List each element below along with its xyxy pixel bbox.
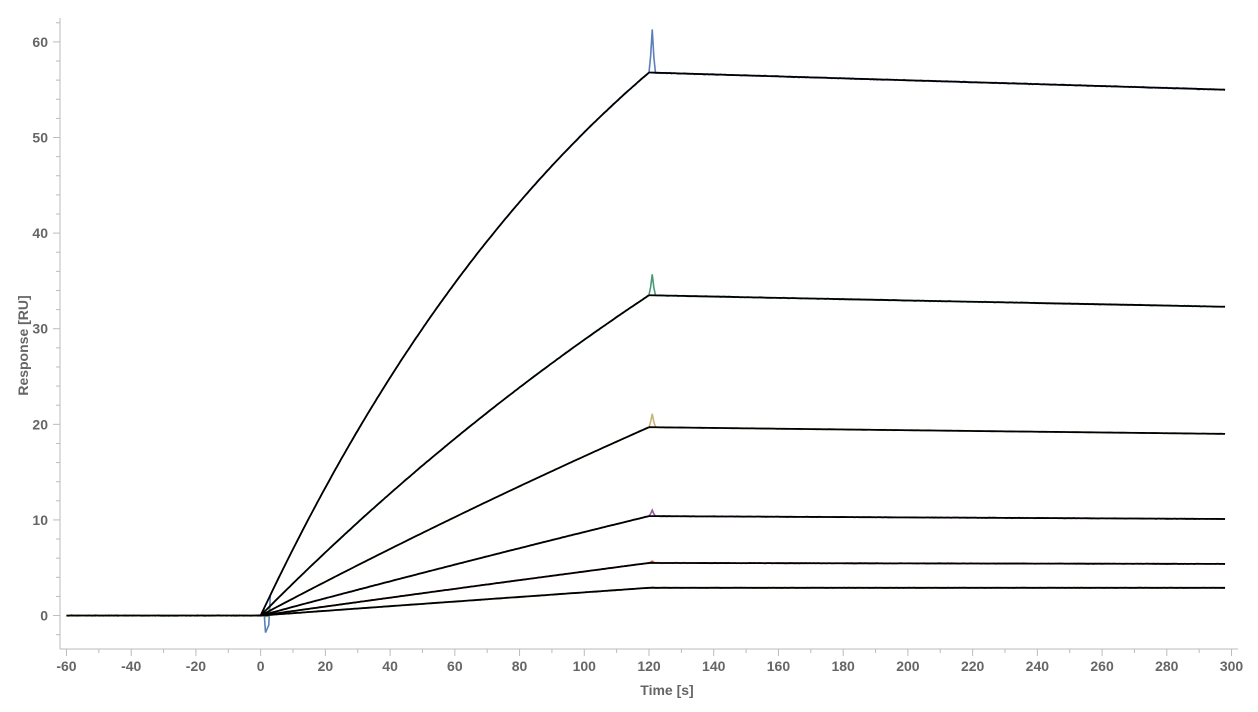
series-3-data [66,413,1226,617]
x-tick-label: 140 [702,658,726,674]
series-5-fit-dissociation [648,562,1226,565]
series-1-fit-dissociation [648,71,1226,91]
y-tick-label: 20 [32,416,48,432]
x-axis-title: Time [s] [640,682,693,698]
x-tick-label: 200 [896,658,920,674]
series-6-data [66,586,1226,618]
x-tick-label: -40 [121,658,141,674]
series-1-data [66,29,1226,633]
x-tick-label: 40 [382,658,398,674]
series-2-fit-association [260,294,650,617]
series-6-fit-association [260,586,650,617]
y-tick-label: 10 [32,512,48,528]
x-tick-label: 0 [257,658,265,674]
x-tick-label: 180 [831,658,855,674]
series-5-fit-association [260,562,650,617]
x-tick-label: -60 [56,658,76,674]
series-2-fit-dissociation [648,294,1226,308]
x-tick-label: 100 [573,658,597,674]
series-2-data [66,274,1226,617]
series-4-fit-dissociation [648,515,1226,520]
y-tick-label: 50 [32,130,48,146]
x-tick-label: 80 [512,658,528,674]
series-layer [66,29,1226,633]
x-tick-label: 220 [961,658,985,674]
x-tick-label: -20 [186,658,206,674]
y-tick-label: 0 [40,608,48,624]
series-3-fit-association [260,426,650,617]
y-tick-label: 30 [32,321,48,337]
x-tick-label: 20 [318,658,334,674]
y-axis-ticks: 0 10 20 30 40 50 60 [32,22,60,636]
y-tick-label: 60 [32,34,48,50]
y-axis-title: Response [RU] [15,295,31,395]
x-tick-label: 160 [767,658,791,674]
x-tick-label: 300 [1220,658,1244,674]
x-tick-label: 260 [1090,658,1114,674]
axes: -60 -40 -20 0 20 40 60 80 100 120 140 160 180 200 220 2… [32,18,1243,674]
series-1-fit-association [259,71,650,616]
series-3-fit-dissociation [648,426,1226,435]
y-tick-label: 40 [32,225,48,241]
x-tick-label: 240 [1026,658,1050,674]
series-4-fit-association [260,515,650,617]
x-tick-label: 120 [637,658,661,674]
x-tick-label: 280 [1155,658,1179,674]
x-tick-label: 60 [447,658,463,674]
fit-layer [66,71,1226,617]
x-axis-ticks: -60 -40 -20 0 20 40 60 80 100 120 140 160 180 200 220 2… [56,649,1243,674]
